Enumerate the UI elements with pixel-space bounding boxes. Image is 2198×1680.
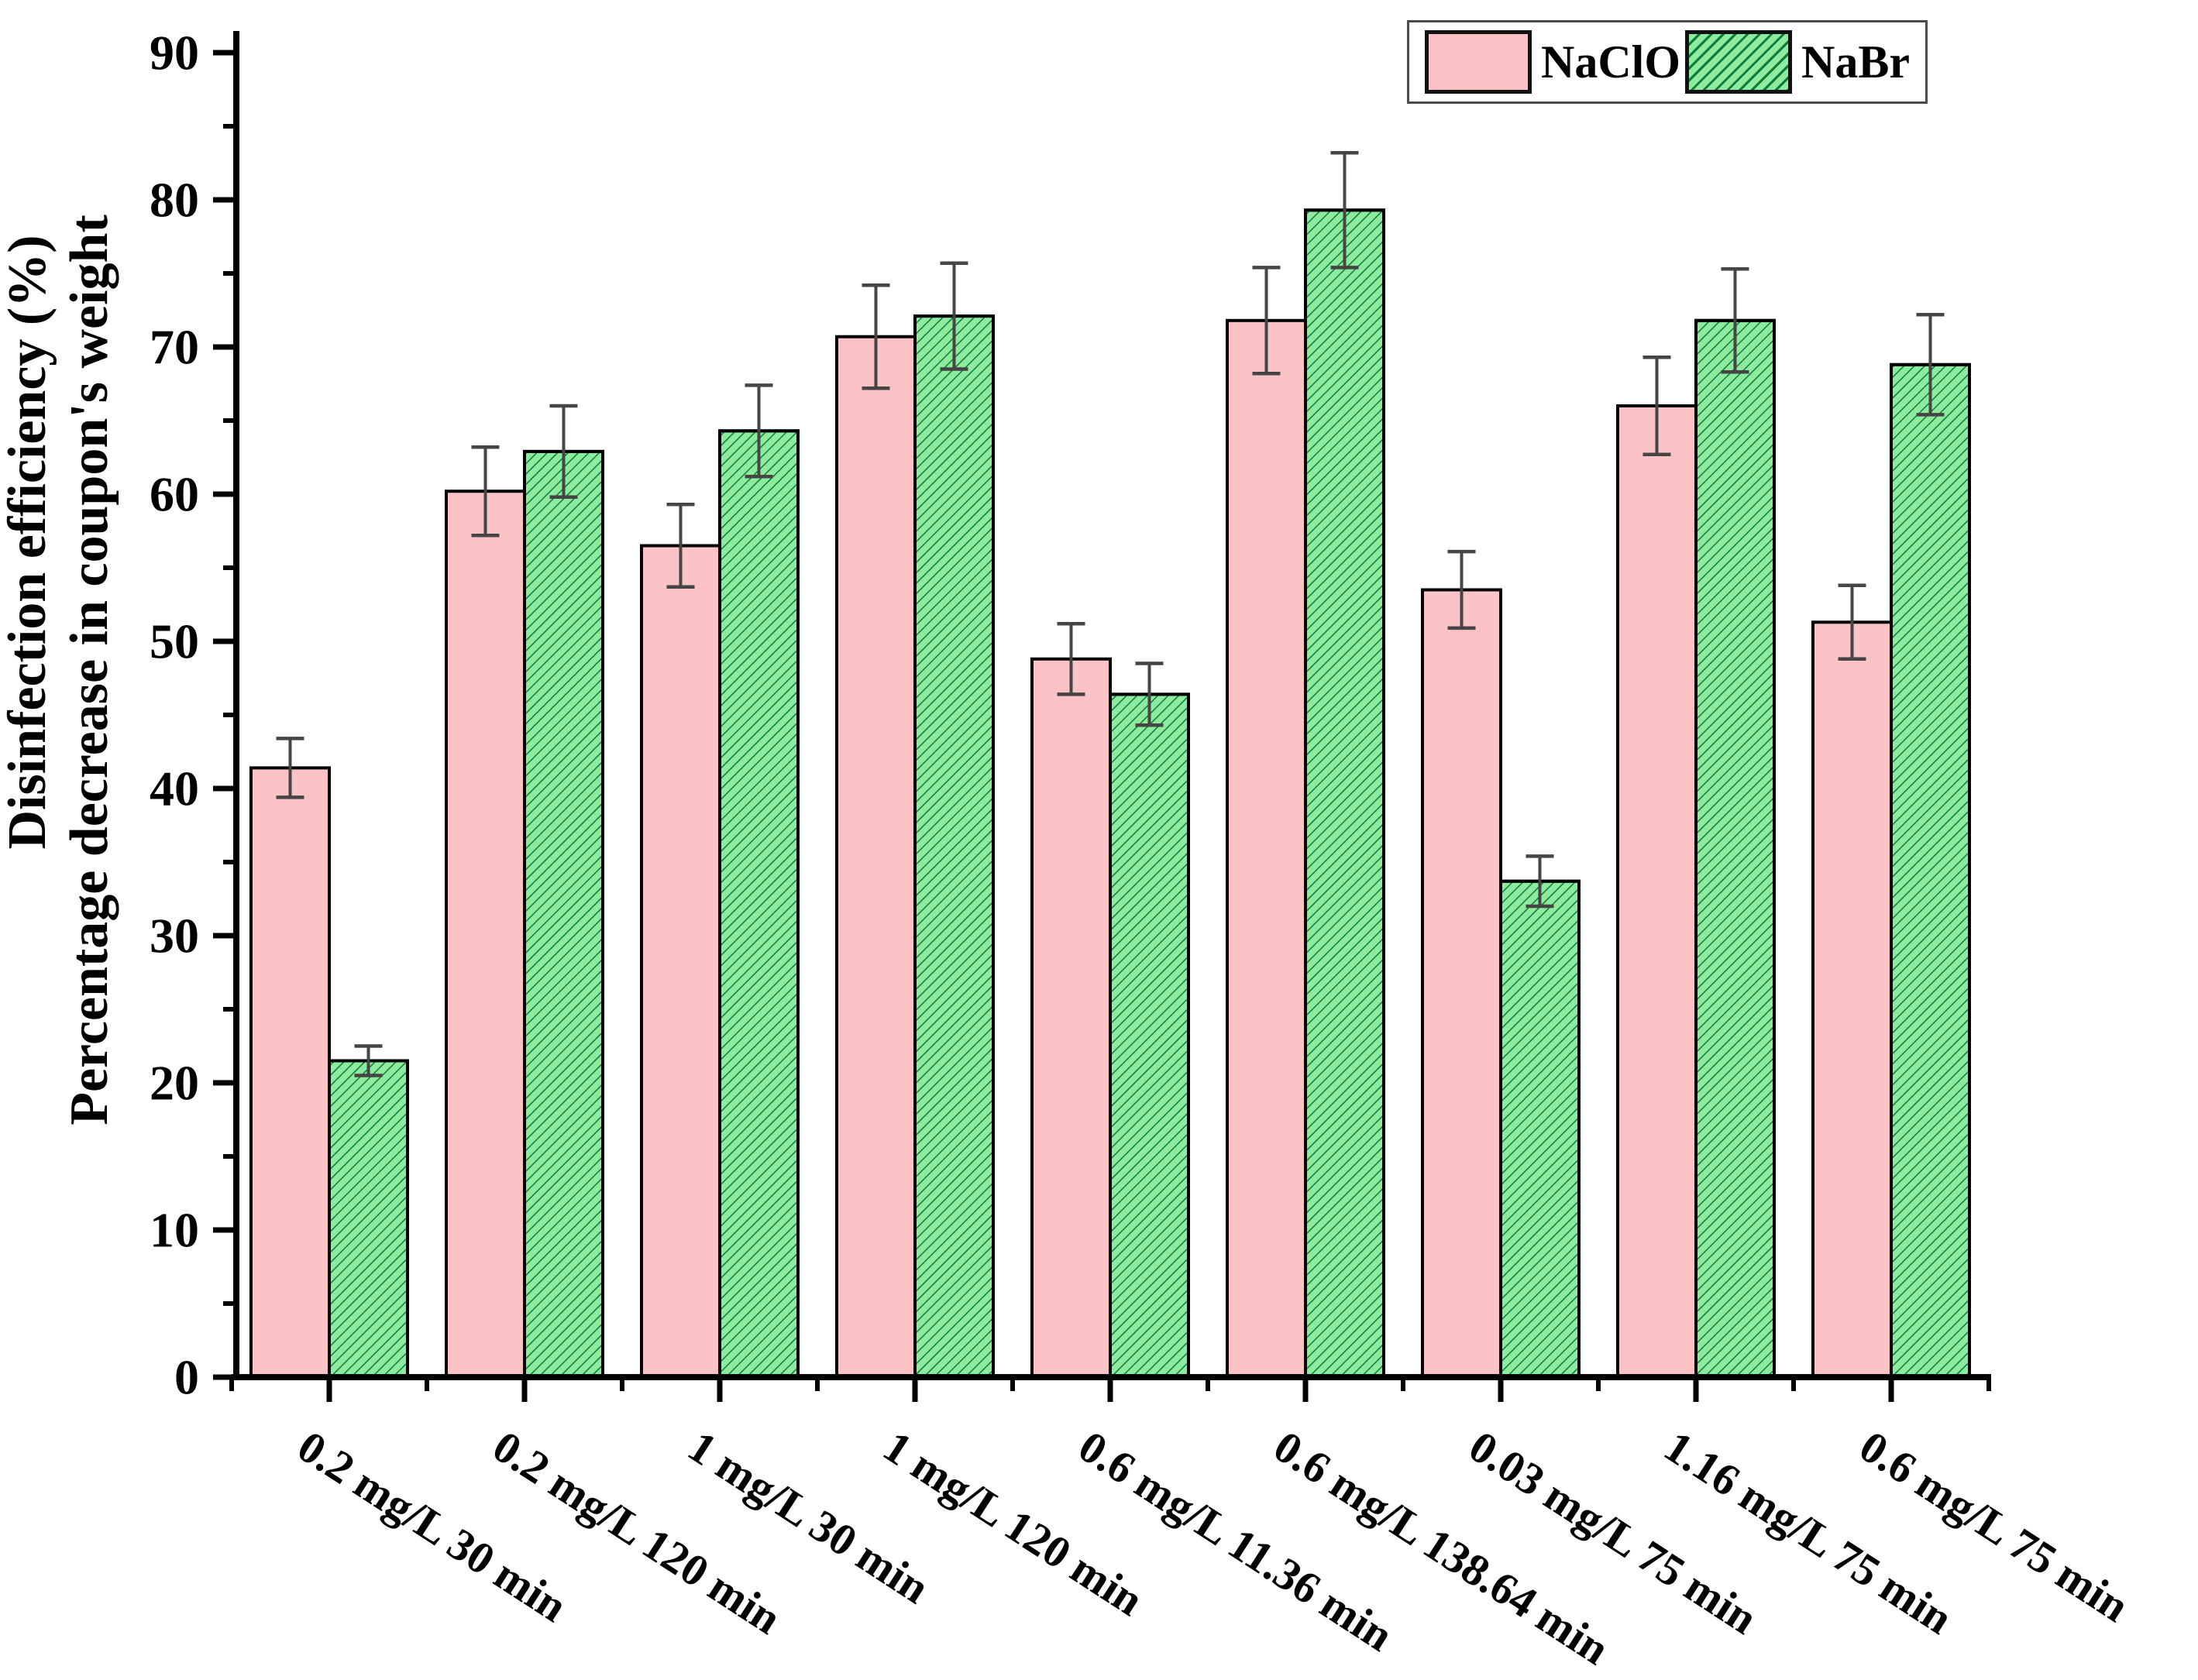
naclo-swatch xyxy=(1425,30,1532,94)
bar-naclo-4 xyxy=(1030,657,1112,1379)
bar-hatch-2 xyxy=(718,429,800,1379)
y-axis-title-line2: Percentage decrease in coupon's weight xyxy=(60,215,119,1125)
bar-naclo-5 xyxy=(1226,318,1307,1379)
bar-hatch-0 xyxy=(328,1059,409,1379)
y-tick-label: 70 xyxy=(150,320,199,375)
bar-naclo-0 xyxy=(249,766,331,1379)
axes xyxy=(232,31,1991,1380)
y-tick-label: 50 xyxy=(150,614,199,669)
x-tick-label: 0.6 mg/L 138.64 min xyxy=(1265,1421,1618,1674)
nabr-swatch xyxy=(1685,30,1792,94)
legend-item-naclo: NaClO xyxy=(1425,30,1680,94)
y-tick-label: 90 xyxy=(150,26,199,81)
legend-item-nabr: NaBr xyxy=(1685,30,1910,94)
bar-naclo-3 xyxy=(835,335,917,1379)
y-tick-label: 0 xyxy=(174,1350,199,1405)
y-tick-label: 60 xyxy=(150,467,199,522)
y-tick-label: 30 xyxy=(150,909,199,964)
legend-label-naclo: NaClO xyxy=(1541,36,1680,88)
error-bars xyxy=(276,150,1945,1077)
y-axis-title-line1: Disinfection efficiency (%) xyxy=(0,235,57,849)
bar-naclo-7 xyxy=(1616,404,1698,1379)
bar-naclo-8 xyxy=(1811,620,1893,1379)
bar-hatch-4 xyxy=(1109,692,1190,1379)
bars xyxy=(249,208,1971,1379)
bar-hatch-8 xyxy=(1890,362,1971,1379)
y-tick-label: 10 xyxy=(150,1203,199,1258)
bar-hatch-5 xyxy=(1304,208,1385,1379)
bar-hatch-3 xyxy=(913,314,995,1379)
bar-hatch-7 xyxy=(1694,318,1776,1379)
bar-hatch-6 xyxy=(1499,879,1581,1379)
y-tick-label: 80 xyxy=(150,173,199,228)
legend-label-nabr: NaBr xyxy=(1801,36,1910,88)
y-tick-label: 40 xyxy=(150,761,199,816)
bar-hatch-1 xyxy=(523,449,604,1379)
bar-naclo-1 xyxy=(445,490,526,1379)
bar-naclo-2 xyxy=(640,544,721,1379)
x-tick-label: 0.6 mg/L 11.36 min xyxy=(1070,1421,1402,1661)
y-tick-label: 20 xyxy=(150,1056,199,1111)
bar-naclo-6 xyxy=(1421,588,1502,1379)
legend: NaClO NaBr xyxy=(1407,20,1928,104)
